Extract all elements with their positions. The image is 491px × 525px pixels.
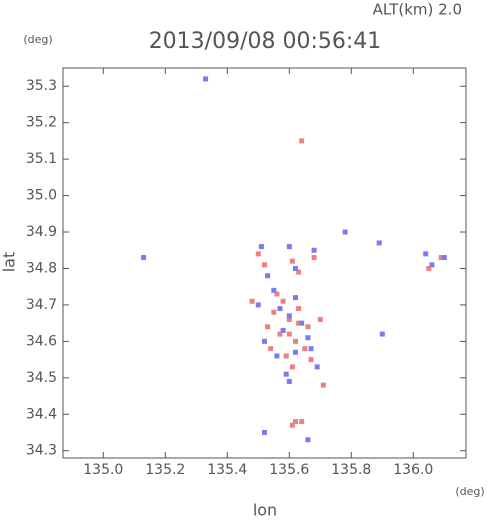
y-tick-label: 35.2: [26, 115, 57, 131]
echo-point: [265, 273, 271, 279]
echo-point: [296, 320, 302, 326]
echo-point: [438, 255, 444, 261]
echo-point: [262, 338, 267, 344]
echo-point: [268, 346, 274, 352]
plot-frame: [62, 67, 467, 459]
y-tick-label: 34.3: [26, 443, 57, 459]
y-tick-label: 35.0: [26, 188, 57, 204]
x-tick-label: 136.0: [393, 462, 433, 478]
echo-point: [255, 302, 261, 308]
x-tick-label: 135.6: [269, 462, 309, 478]
echo-point: [423, 251, 429, 257]
echo-point: [277, 306, 283, 312]
echo-point: [274, 291, 280, 297]
echo-point: [286, 244, 292, 250]
x-tick-label: 135.4: [207, 462, 247, 478]
y-tick-label: 34.9: [26, 224, 57, 240]
echo-point: [376, 240, 382, 246]
y-tick-label: 34.8: [26, 260, 57, 276]
echo-point: [308, 346, 314, 352]
echo-point: [255, 251, 261, 257]
echo-point: [293, 265, 298, 271]
echo-point: [429, 262, 435, 268]
echo-point: [262, 262, 267, 268]
echo-point: [311, 255, 317, 261]
echo-point: [289, 422, 295, 428]
x-unit: (deg): [455, 485, 484, 498]
echo-point: [274, 353, 280, 359]
echo-point: [293, 349, 298, 355]
echo-point: [265, 324, 271, 330]
echo-point: [280, 327, 286, 333]
echo-point: [277, 331, 283, 337]
y-tick-label: 34.6: [26, 333, 57, 349]
y-axis-label: lat: [0, 252, 19, 273]
echo-point: [299, 138, 305, 144]
x-axis-label: lon: [253, 501, 277, 520]
x-tick-label: 135.2: [145, 462, 185, 478]
echo-point: [317, 316, 323, 322]
y-tick-label: 34.4: [26, 406, 57, 422]
echo-point: [299, 419, 305, 425]
echo-point: [280, 298, 286, 304]
echo-point: [271, 309, 277, 315]
x-tick-label: 135.8: [331, 462, 371, 478]
y-tick-label: 34.7: [26, 297, 57, 313]
echo-point: [305, 437, 311, 443]
y-tick-label: 35.3: [26, 78, 57, 94]
echo-point: [283, 353, 289, 359]
echo-point: [293, 419, 298, 425]
y-tick-label: 34.5: [26, 370, 57, 386]
echo-point: [262, 429, 267, 435]
echo-point: [305, 324, 311, 330]
echo-point: [286, 331, 292, 337]
echo-point: [289, 364, 295, 370]
echo-point: [314, 364, 320, 370]
echo-point: [286, 378, 292, 384]
echo-point: [258, 244, 264, 250]
echo-point: [308, 357, 314, 363]
echo-point: [286, 313, 292, 319]
echo-point: [379, 331, 385, 337]
echo-point: [293, 338, 298, 344]
echo-point: [141, 255, 147, 261]
echo-point: [342, 229, 348, 235]
echo-point: [426, 265, 432, 271]
echo-point: [311, 247, 317, 253]
echo-point: [296, 269, 302, 275]
echo-point: [320, 382, 326, 388]
echo-point: [305, 335, 311, 341]
echo-point: [289, 258, 295, 264]
header: ALT(km) 2.0: [373, 1, 462, 19]
echo-point: [296, 306, 302, 312]
chart-title: 2013/09/08 00:56:41: [149, 29, 382, 54]
echo-point: [302, 346, 308, 352]
echo-point: [203, 76, 209, 82]
echo-point: [299, 320, 305, 326]
y-tick-label: 35.1: [26, 151, 57, 167]
echo-point: [441, 255, 447, 261]
x-tick-label: 135.0: [83, 462, 123, 478]
echo-point: [271, 287, 277, 293]
y-unit: (deg): [23, 33, 52, 46]
echo-point: [286, 316, 292, 322]
echo-point: [293, 295, 298, 301]
echo-point: [249, 298, 255, 304]
echo-point: [283, 371, 289, 377]
